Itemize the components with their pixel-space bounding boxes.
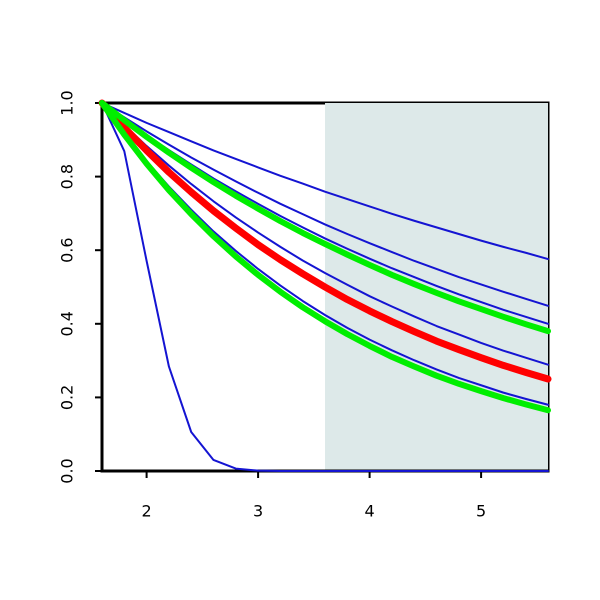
y-tick-label: 1.0 <box>58 90 77 115</box>
series-line <box>101 102 549 472</box>
x-tick-label: 5 <box>476 502 486 521</box>
x-tick-label: 4 <box>365 502 375 521</box>
y-tick-label: 0.0 <box>58 458 77 483</box>
y-tick-label: 0.8 <box>58 164 77 189</box>
series-line <box>99 100 551 335</box>
series-line <box>101 102 549 366</box>
x-tick-label: 3 <box>253 502 263 521</box>
y-tick-label: 0.6 <box>58 237 77 262</box>
y-tick-label: 0.2 <box>58 385 77 410</box>
series-line <box>101 102 549 261</box>
y-tick-label: 0.4 <box>58 311 77 336</box>
series-line <box>99 100 551 414</box>
x-tick-label: 2 <box>142 502 152 521</box>
series-line <box>98 99 552 383</box>
shaded-region <box>325 103 548 471</box>
series-line <box>101 102 549 307</box>
